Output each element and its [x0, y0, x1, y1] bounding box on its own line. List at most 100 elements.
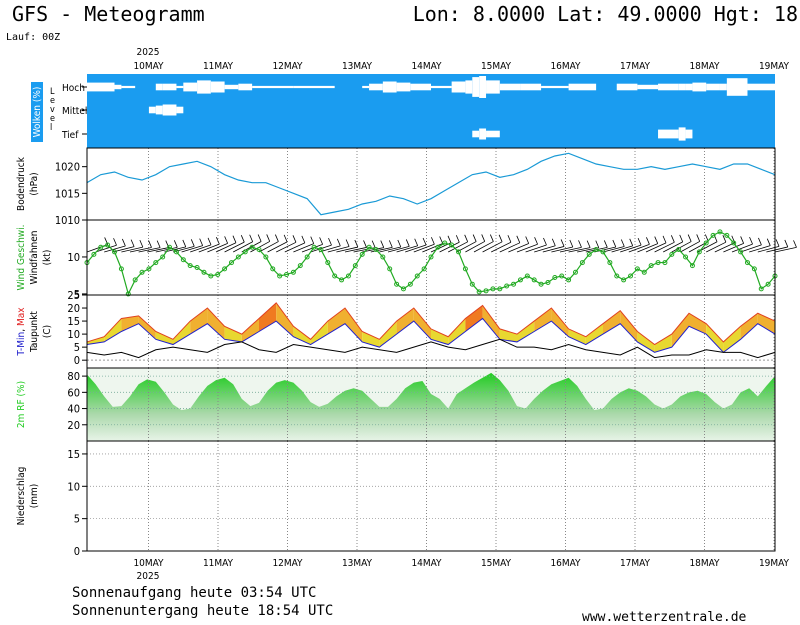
wind-speed-point: [153, 260, 159, 266]
wind-barb-flag: [679, 234, 684, 243]
wind-speed-point: [442, 240, 448, 246]
wind-barb-flag: [405, 239, 410, 247]
level-label-tief: Tief: [61, 130, 79, 141]
cloud-cell-hoch: [465, 80, 473, 94]
wind-barb-flag: [560, 239, 565, 247]
wind-speed-point: [731, 240, 737, 246]
wind-speed-point: [738, 249, 744, 255]
wind-speed-point: [228, 260, 234, 266]
wind-speed-point: [696, 249, 702, 255]
wind-barb-flag: [595, 240, 600, 248]
temp-band: [259, 302, 277, 332]
model-run-label: Lauf: 00Z: [6, 32, 61, 43]
wind-barb-flag: [380, 240, 385, 248]
wind-speed-point: [648, 263, 654, 269]
wind-barb-flag: [662, 235, 667, 244]
cloud-cell-hoch: [121, 85, 136, 89]
wind-speed-point: [400, 286, 406, 292]
wind-speed-point: [428, 254, 434, 260]
x-tick-label-top: 14MAY: [411, 61, 442, 72]
wind-barb-flag: [498, 234, 503, 242]
wind-speed-point: [545, 279, 551, 285]
wind-barb: [611, 245, 633, 253]
wind-barb-flag: [740, 236, 745, 244]
wind-speed-point: [724, 232, 730, 238]
cloud-cell-hoch: [472, 77, 480, 97]
wind-barb: [439, 241, 460, 253]
wind-barb: [628, 243, 650, 253]
wind-barb-flag: [534, 237, 538, 245]
wind-barb-flag: [731, 235, 736, 243]
wind-speed-point: [98, 244, 104, 250]
ylabel-group: Niederschlag: [16, 467, 27, 526]
wind-speed-point: [641, 269, 647, 275]
wind-speed-point: [689, 263, 695, 269]
wind-barb-flag: [207, 237, 212, 246]
wind-barb-flag: [328, 237, 332, 246]
wind-speed-point: [421, 266, 427, 272]
ylabel-group: 2m RF (%): [16, 381, 27, 428]
temp-band: [568, 328, 586, 345]
y-tick-label: 80: [67, 370, 80, 383]
wind-speed-point: [373, 247, 379, 253]
wind-speed-point: [249, 244, 255, 250]
wind-barb: [224, 241, 245, 253]
wind-barb: [95, 244, 117, 253]
wind-barb-flag: [292, 235, 297, 243]
wind-barb-flag: [758, 237, 762, 246]
panel-frame: [86, 147, 776, 221]
wind-barb-flag: [620, 239, 625, 247]
wind-barb: [276, 241, 297, 253]
wind-speed-point: [304, 254, 310, 260]
year-label-bottom: 2025: [137, 571, 160, 582]
wind-speed-point: [476, 289, 482, 295]
wind-barb: [138, 247, 161, 253]
cloud-cell-tief: [479, 128, 487, 140]
wind-speed-point: [566, 277, 572, 283]
cloud-cell-hoch: [362, 85, 370, 89]
wind-barb-flag: [354, 239, 359, 248]
wind-barb-flag: [766, 238, 771, 246]
wind-barb: [258, 241, 279, 253]
wind-barb-flag: [336, 238, 341, 247]
ylabel: (hPa): [29, 172, 40, 195]
ylabel-group: (kt): [42, 250, 53, 266]
wind-barb-flag: [629, 238, 634, 246]
y-tick-label: 0: [74, 545, 80, 558]
wind-speed-point: [359, 251, 365, 257]
wind-speed-point: [173, 249, 179, 255]
wind-barb-flag: [696, 234, 701, 242]
cloud-cell-hoch: [431, 85, 452, 89]
wind-barb-flag: [345, 239, 350, 247]
temp-band: [654, 334, 672, 353]
temp-band: [87, 336, 105, 345]
y-tick-label: 1015: [55, 187, 80, 200]
wind-barb-flag: [637, 237, 642, 246]
wind-barb-flag: [525, 236, 530, 244]
wind-speed-point: [662, 260, 668, 266]
wind-barb-flag: [569, 239, 574, 248]
x-tick-label-bottom: 12MAY: [272, 558, 303, 569]
wind-barb-flag: [182, 239, 187, 248]
y-tick-label: 10: [67, 328, 80, 341]
temp-band: [190, 308, 208, 335]
wind-speed-point: [607, 260, 613, 266]
wind-barb: [671, 241, 692, 253]
x-tick-label-top: 18MAY: [689, 61, 720, 72]
wind-speed-point: [180, 257, 186, 263]
temp-band: [293, 326, 311, 345]
wind-speed-point: [524, 273, 530, 279]
ylabel: Bodendruck: [16, 156, 27, 211]
wind-barb: [740, 244, 762, 253]
temp-band: [327, 308, 345, 335]
y-tick-label: 10: [67, 480, 80, 493]
x-tick-label-top: 16MAY: [550, 61, 581, 72]
wind-speed-point: [297, 263, 303, 269]
x-tick-label-bottom: 13MAY: [342, 558, 373, 569]
cloud-cell-hoch: [210, 81, 225, 93]
website-link[interactable]: www.wetterzentrale.de: [582, 610, 747, 625]
temp-band: [706, 323, 724, 353]
cloud-cell-hoch: [293, 85, 335, 89]
wind-speed-point: [600, 249, 606, 255]
ylabel: (kt): [42, 250, 53, 266]
